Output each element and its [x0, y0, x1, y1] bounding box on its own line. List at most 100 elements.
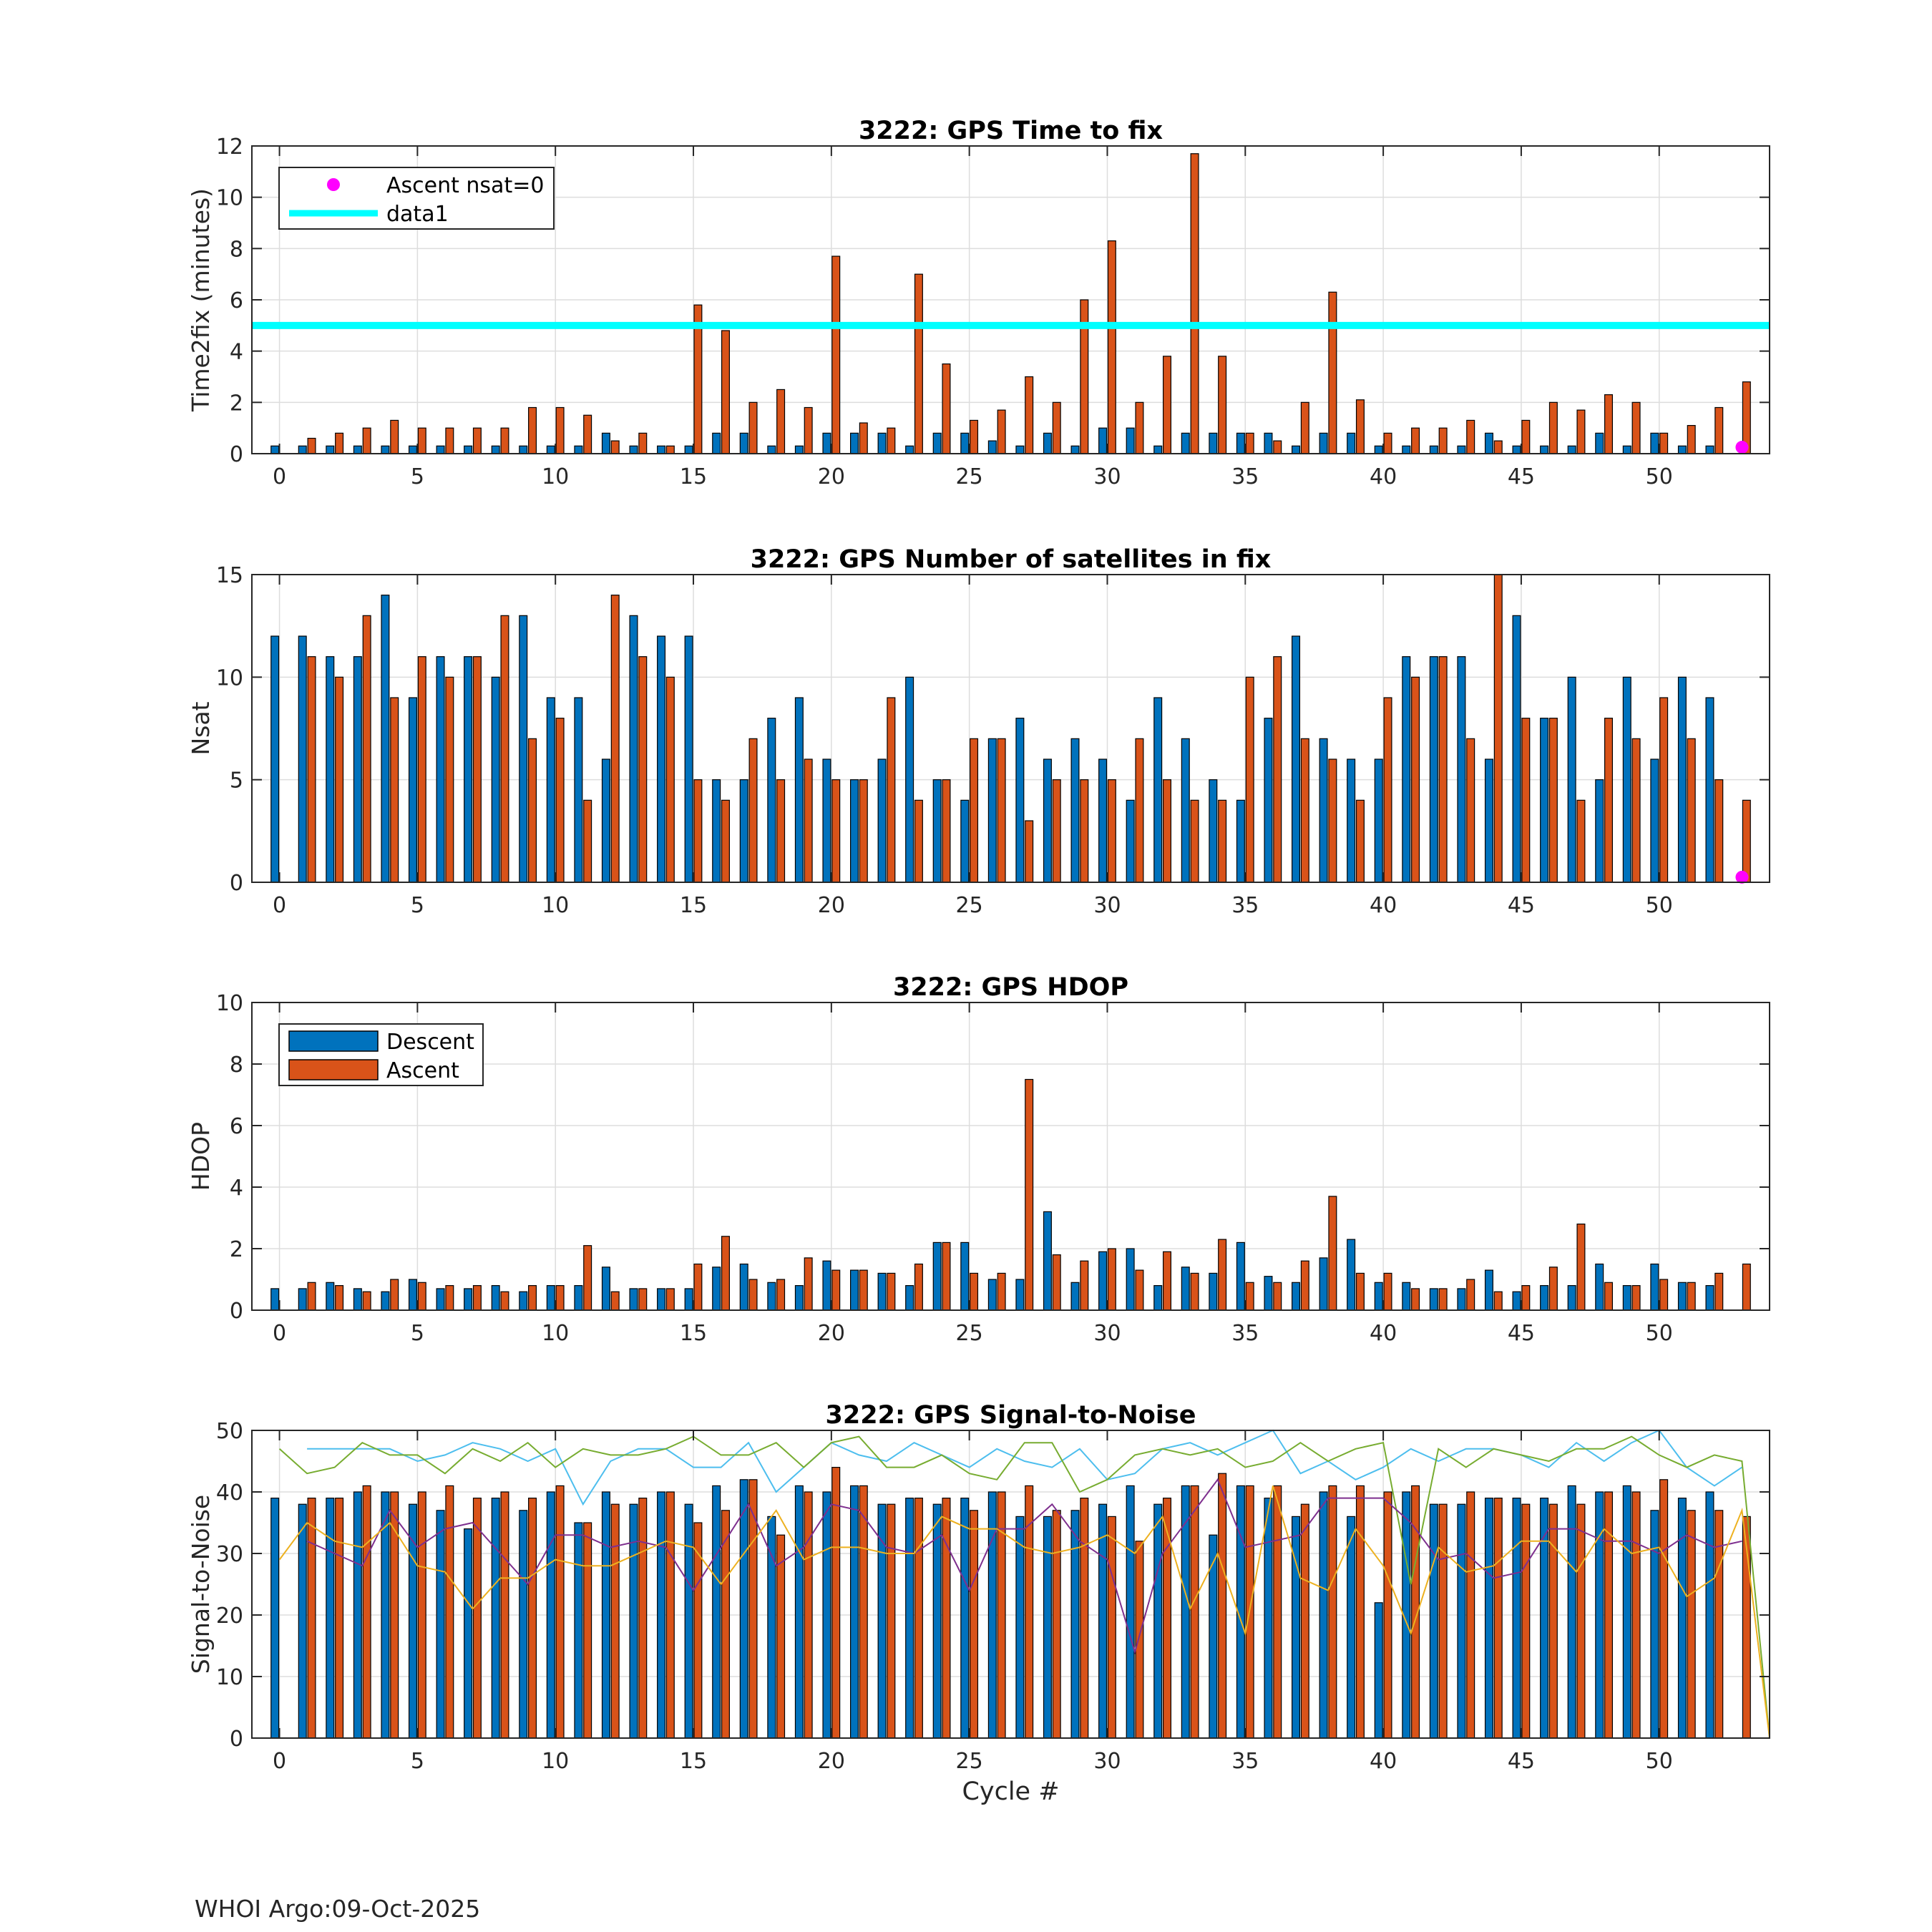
- bar-ascent: [1190, 153, 1199, 454]
- bar-descent: [1292, 635, 1301, 883]
- bar-ascent: [1687, 1510, 1696, 1739]
- bar-ascent: [445, 1284, 454, 1311]
- bar-descent: [1153, 1284, 1163, 1311]
- bar-descent: [1512, 1498, 1521, 1739]
- bar-ascent: [1218, 1239, 1227, 1311]
- bar-descent: [1402, 656, 1411, 883]
- bar-descent: [850, 779, 859, 883]
- bar-descent: [794, 1485, 804, 1739]
- x-tick-label: 40: [1370, 1321, 1397, 1346]
- bar-descent: [491, 1284, 500, 1311]
- x-tick-label: 0: [273, 1321, 286, 1346]
- bar-ascent: [472, 427, 482, 454]
- x-tick-label: 30: [1093, 1321, 1121, 1346]
- legend: Ascent nsat=0 data1: [278, 167, 555, 230]
- bar-descent: [574, 1522, 583, 1739]
- y-tick-label: 4: [230, 1176, 243, 1201]
- bar-ascent: [887, 1503, 896, 1739]
- x-tick-label: 25: [956, 1321, 983, 1346]
- bar-ascent: [335, 676, 344, 883]
- snr-line: [306, 1478, 1742, 1655]
- bar-ascent: [1245, 432, 1254, 454]
- bar-descent: [491, 676, 500, 883]
- bar-descent: [877, 758, 887, 883]
- x-tick-label: 50: [1646, 1749, 1673, 1774]
- bar-ascent: [804, 758, 813, 883]
- bar-descent: [822, 758, 831, 883]
- bar-ascent: [887, 1272, 896, 1311]
- footer-timestamp: WHOI Argo:09-Oct-2025: [195, 1895, 481, 1923]
- bar-descent: [1015, 718, 1025, 883]
- bar-descent: [1457, 656, 1466, 883]
- bar-ascent: [500, 1491, 509, 1739]
- x-tick-label: 5: [411, 1321, 424, 1346]
- bar-descent: [657, 1288, 666, 1311]
- bar-ascent: [1328, 758, 1337, 883]
- bar-descent: [1292, 1282, 1301, 1311]
- bar-ascent: [1687, 738, 1696, 883]
- bar-ascent: [665, 676, 675, 883]
- x-tick-label: 15: [680, 893, 707, 918]
- bar-ascent: [583, 1245, 592, 1311]
- bar-descent: [987, 440, 997, 454]
- bar-ascent: [1493, 574, 1503, 883]
- bar-ascent: [1438, 1288, 1448, 1311]
- legend-swatch: [288, 1059, 379, 1080]
- bar-ascent: [1714, 1272, 1724, 1311]
- x-tick-label: 50: [1646, 893, 1673, 918]
- bar-ascent: [638, 1498, 648, 1739]
- bar-ascent: [1080, 779, 1089, 883]
- bar-ascent: [1576, 1503, 1586, 1739]
- bar-descent: [1484, 1498, 1493, 1739]
- bar-ascent: [1604, 718, 1614, 883]
- bar-ascent: [1218, 356, 1227, 454]
- bar-descent: [1070, 1510, 1080, 1739]
- x-tick-label: 35: [1231, 893, 1259, 918]
- bar-ascent: [500, 615, 509, 883]
- bar-ascent: [362, 1291, 371, 1311]
- bar-descent: [1126, 427, 1135, 454]
- x-tick-label: 15: [680, 464, 707, 489]
- bar-descent: [298, 1503, 307, 1739]
- bar-ascent: [748, 1279, 758, 1311]
- bar-descent: [739, 432, 748, 454]
- bar-descent: [1705, 697, 1714, 883]
- x-tick-label: 5: [411, 464, 424, 489]
- bar-ascent: [804, 1491, 813, 1739]
- bar-ascent: [1576, 409, 1586, 454]
- bar-descent: [1705, 445, 1714, 454]
- bar-descent: [326, 1498, 335, 1739]
- bar-ascent: [1466, 1279, 1475, 1311]
- bar-descent: [381, 445, 390, 454]
- bar-ascent: [1521, 718, 1531, 883]
- chart-time2fix: 0 5 10 15 20 25 30 35 40 45 50 0 2 4 6 8 10 12 3222: GPS T…: [187, 117, 1770, 489]
- axes-box: [251, 574, 1770, 883]
- bar-ascent: [1300, 1503, 1309, 1739]
- bar-descent: [1209, 432, 1218, 454]
- bar-descent: [1070, 445, 1080, 454]
- bar-descent: [1126, 1248, 1135, 1311]
- bar-ascent: [1631, 738, 1641, 883]
- bar-descent: [739, 1263, 748, 1311]
- bar-descent: [712, 779, 721, 883]
- bar-descent: [1181, 432, 1190, 454]
- bar-ascent: [942, 363, 951, 454]
- bar-ascent: [528, 1284, 537, 1311]
- bar-ascent: [610, 1503, 620, 1739]
- bar-ascent: [804, 1257, 813, 1311]
- bar-descent: [270, 1288, 280, 1311]
- y-tick-label: 8: [230, 237, 243, 262]
- bar-ascent: [1383, 1272, 1392, 1311]
- x-tick-label: 20: [818, 893, 845, 918]
- bar-descent: [1512, 1291, 1521, 1311]
- bar-descent: [684, 1503, 693, 1739]
- bar-descent: [1540, 1284, 1549, 1311]
- legend-label: Ascent: [386, 1058, 459, 1083]
- bar-ascent: [1025, 1078, 1034, 1311]
- bar-ascent: [1355, 1272, 1365, 1311]
- bar-ascent: [1714, 1510, 1724, 1739]
- bar-descent: [767, 1282, 776, 1311]
- bar-descent: [987, 738, 997, 883]
- bar-descent: [1015, 1279, 1025, 1311]
- bar-ascent: [500, 427, 509, 454]
